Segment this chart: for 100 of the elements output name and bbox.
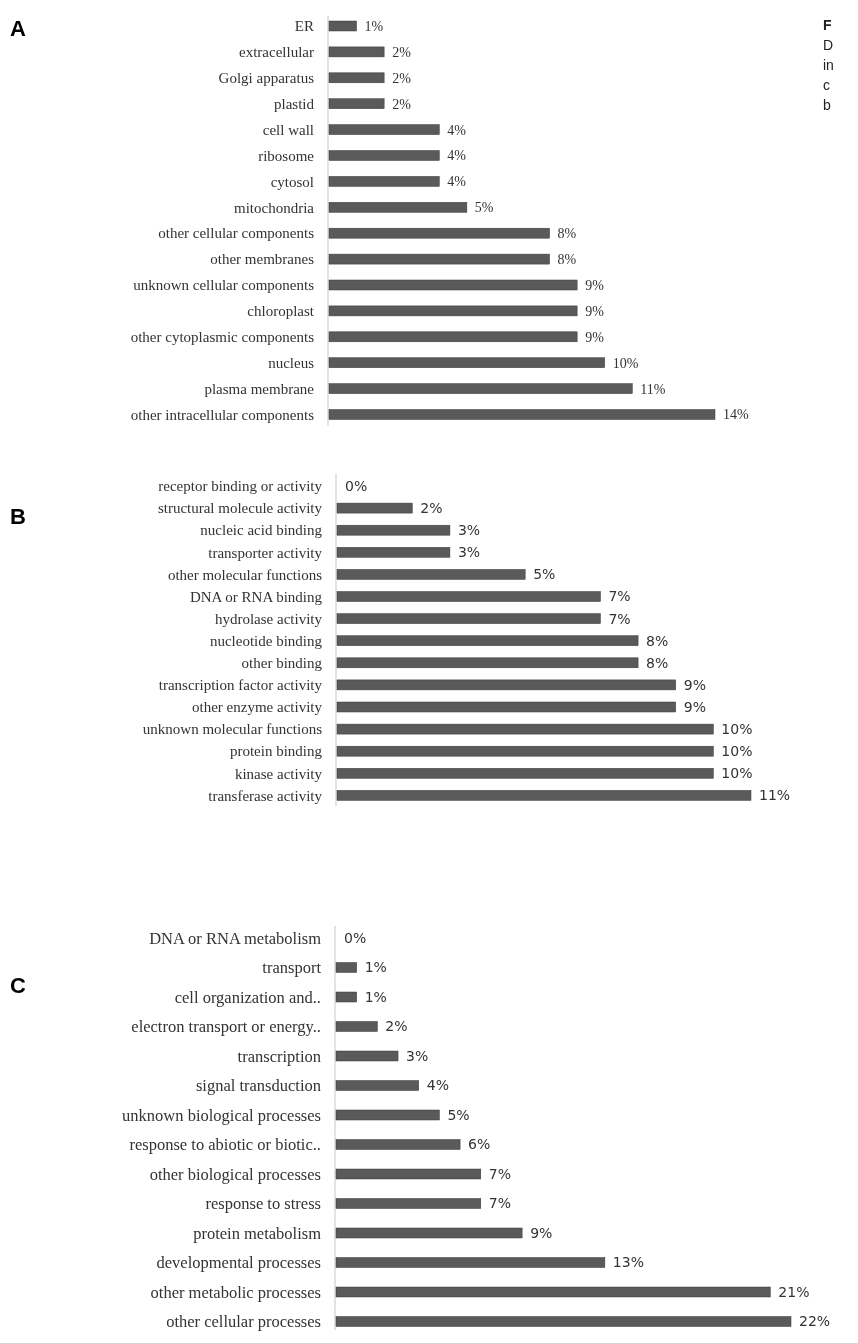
y-tick-label: nucleotide binding (209, 632, 323, 649)
y-tick-label: receptor binding or activity (158, 478, 323, 495)
bar (336, 679, 676, 691)
y-tick-label: plasma membrane (204, 380, 315, 397)
y-tick-label: extracellular (239, 44, 314, 61)
bar (335, 1109, 440, 1121)
text: c (823, 77, 830, 93)
y-tick-label: nucleic acid binding (200, 522, 323, 539)
y-tick-label: DNA or RNA binding (189, 588, 323, 605)
data-label: 0% (344, 929, 367, 946)
data-label: 9% (585, 329, 605, 345)
y-tick-label: unknown molecular functions (142, 721, 323, 738)
text: F (823, 17, 832, 33)
bar (335, 1198, 482, 1209)
y-tick-label: other membranes (210, 251, 315, 268)
bar (328, 46, 385, 58)
bar (328, 227, 550, 239)
y-tick-label: response to stress (205, 1194, 321, 1214)
bar (328, 383, 633, 394)
data-label: 10% (721, 743, 753, 760)
y-tick-label: cell organization and.. (174, 987, 321, 1007)
y-tick-label: transport (262, 958, 322, 978)
bar (335, 991, 357, 1003)
text: in (823, 57, 834, 73)
y-tick-label: other biological processes (149, 1164, 321, 1184)
data-label: 10% (612, 355, 639, 371)
data-label: 3% (457, 522, 481, 539)
bar (328, 305, 578, 317)
data-label: 7% (608, 588, 631, 605)
y-tick-label: protein binding (229, 743, 323, 760)
data-label: 2% (392, 44, 412, 60)
bar (336, 569, 526, 580)
data-label: 7% (608, 610, 631, 627)
data-label: 9% (683, 676, 706, 693)
bar (328, 20, 357, 32)
bar (328, 72, 385, 84)
data-label: 10% (721, 765, 753, 782)
y-tick-label: electron transport or energy.. (131, 1017, 321, 1037)
data-label: 2% (392, 70, 412, 86)
data-label: 8% (557, 252, 577, 267)
y-tick-label: other cellular processes (166, 1312, 321, 1332)
data-label: 5% (447, 1106, 470, 1123)
data-label: 0% (345, 477, 368, 494)
y-tick-label: transporter activity (208, 544, 323, 561)
data-label: 8% (646, 654, 669, 671)
y-tick-label: other intracellular components (130, 406, 315, 423)
y-tick-label: developmental processes (156, 1253, 321, 1273)
bar (335, 1257, 606, 1268)
y-tick-label: ER (294, 18, 314, 35)
data-label: 8% (557, 226, 577, 242)
bar (336, 613, 601, 624)
y-tick-label: other cellular components (158, 225, 315, 242)
data-label: 7% (488, 1195, 511, 1212)
data-label: 2% (420, 500, 443, 516)
y-tick-label: hydrolase activity (214, 610, 323, 627)
data-label: 11% (759, 787, 791, 804)
data-label: 8% (646, 632, 669, 649)
data-label: 5% (533, 566, 556, 583)
data-label: 7% (488, 1165, 511, 1182)
bar (328, 409, 716, 420)
bar (336, 701, 676, 713)
bar (335, 1286, 771, 1298)
y-tick-label: DNA or RNA metabolism (149, 928, 322, 948)
data-label: 4% (447, 174, 467, 190)
y-tick-label: other binding (241, 655, 323, 672)
data-label: 1% (364, 18, 384, 34)
bar (336, 524, 451, 536)
bar (336, 547, 451, 558)
y-tick-label: transcription (237, 1046, 321, 1066)
y-tick-label: chloroplast (247, 303, 315, 320)
bar (336, 635, 639, 646)
y-tick-label: kinase activity (234, 765, 323, 782)
data-label: 22% (799, 1313, 831, 1330)
bar (335, 1227, 523, 1239)
y-tick-label: mitochondria (234, 199, 315, 216)
data-label: 1% (364, 988, 387, 1005)
bar (336, 723, 714, 735)
y-tick-label: transcription factor activity (158, 677, 323, 694)
bar (336, 790, 752, 801)
data-label: 9% (683, 698, 706, 715)
bar (336, 502, 413, 514)
data-label: 5% (474, 200, 494, 216)
y-tick-label: structural molecule activity (157, 500, 323, 517)
bar (328, 176, 440, 187)
data-label: 3% (457, 544, 481, 561)
y-tick-label: other cytoplasmic components (130, 329, 315, 346)
data-label: 6% (468, 1136, 491, 1153)
bar (328, 150, 440, 161)
y-tick-label: signal transduction (195, 1076, 321, 1096)
data-label: 4% (426, 1077, 449, 1094)
y-tick-label: transferase activity (208, 787, 323, 804)
bar (328, 279, 578, 291)
bar (336, 591, 601, 602)
data-label: 10% (721, 721, 753, 737)
y-tick-label: other metabolic processes (150, 1282, 321, 1302)
bar (328, 253, 550, 265)
bar (328, 98, 385, 109)
bar (335, 1050, 399, 1062)
bar (335, 1021, 378, 1032)
data-label: 2% (392, 96, 412, 112)
